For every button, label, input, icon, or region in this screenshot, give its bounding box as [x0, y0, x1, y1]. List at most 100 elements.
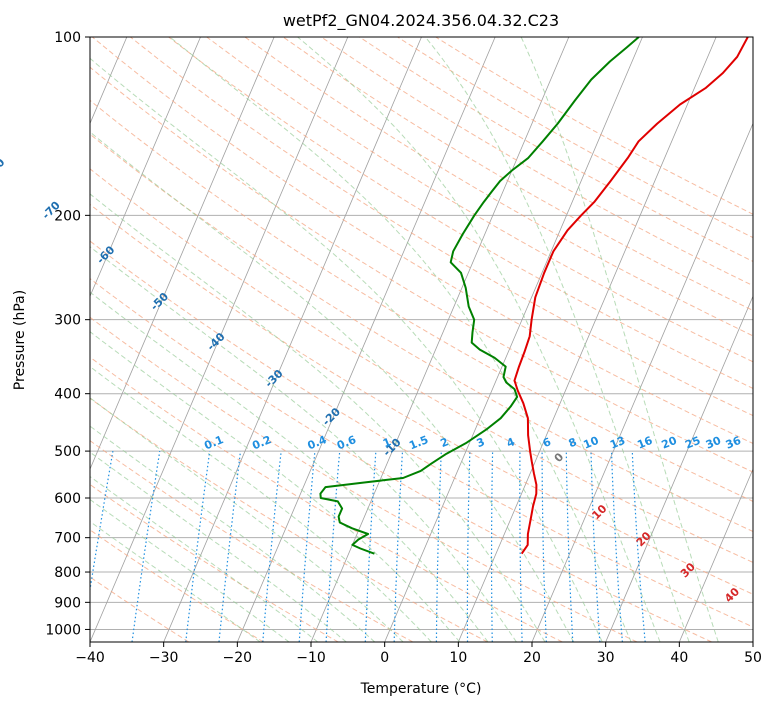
- moist-adiabat-line: [90, 425, 376, 642]
- moist-adiabat-line: [297, 37, 661, 642]
- x-tick-label: 30: [597, 650, 615, 666]
- isotherm-line: [678, 468, 753, 642]
- dry-adiabat-label: 30: [678, 560, 698, 580]
- mixing-ratio-line: [590, 451, 601, 642]
- mixing-ratio-label: 10: [582, 434, 601, 452]
- background-lines: [90, 37, 753, 642]
- moist-adiabat-line: [90, 57, 603, 642]
- dry-adiabat-line: [90, 483, 339, 642]
- dry-adiabat-line: [90, 529, 264, 642]
- mixing-ratio-line: [90, 450, 114, 594]
- x-axis-label: Temperature (°C): [360, 681, 482, 697]
- mixing-ratio-line: [466, 451, 471, 642]
- y-tick-label: 600: [54, 491, 81, 507]
- temperature-profile-line: [513, 37, 749, 555]
- moist-adiabat-line: [90, 131, 575, 642]
- mixing-ratio-label: 36: [724, 434, 743, 452]
- moist-adiabat-line: [424, 37, 690, 642]
- mixing-ratio-label: 0.2: [250, 433, 273, 452]
- moist-adiabat-line: [90, 331, 461, 642]
- mixing-ratio-line: [131, 451, 161, 642]
- mixing-ratio-line: [435, 451, 442, 642]
- isotherm-label: -80: [0, 156, 8, 179]
- x-tick-label: −30: [149, 650, 179, 666]
- y-tick-label: 500: [54, 444, 81, 460]
- dry-adiabat-line: [90, 203, 753, 595]
- dry-adiabat-line: [90, 356, 563, 642]
- dry-adiabat-line: [90, 99, 753, 502]
- dry-adiabat-line: [282, 37, 753, 312]
- mixing-ratio-line: [565, 451, 574, 642]
- isotherm-label: -50: [148, 290, 171, 313]
- x-tick-label: −20: [223, 650, 253, 666]
- mixing-ratio-label: 2: [439, 435, 451, 450]
- dry-adiabat-line: [90, 278, 712, 642]
- isotherm-line: [457, 37, 717, 642]
- mixing-ratio-line: [298, 451, 316, 642]
- dry-adiabat-line: [90, 576, 190, 642]
- x-tick-label: −40: [75, 650, 105, 666]
- moist-adiabat-line: [169, 37, 632, 642]
- mixing-ratio-line: [262, 451, 282, 642]
- mixing-ratio-label: 3: [475, 435, 487, 450]
- isotherm-line: [236, 37, 496, 642]
- mixing-ratio-label: 25: [683, 434, 702, 452]
- x-tick-label: 50: [744, 650, 762, 666]
- x-axis-ticks: −40 −30 −20 −10 0 10 20 30 40 50: [75, 642, 762, 666]
- mixing-ratio-label: 20: [660, 434, 679, 452]
- moist-adiabat-line: [90, 498, 290, 642]
- x-tick-label: −10: [296, 650, 326, 666]
- mixing-ratio-line: [490, 451, 494, 642]
- isotherm-line: [90, 37, 349, 642]
- dewpoint-profile-line: [319, 37, 640, 555]
- isotherm-line: [90, 37, 275, 471]
- mixing-ratio-line: [631, 451, 646, 642]
- mixing-ratio-line: [218, 451, 242, 642]
- moist-adiabat-line: [90, 451, 347, 642]
- moist-adiabat-line: [90, 520, 261, 642]
- isotherm-label: -30: [262, 367, 285, 390]
- x-tick-label: 0: [380, 650, 389, 666]
- dry-adiabat-line: [168, 37, 753, 389]
- mixing-ratio-label: 8: [567, 435, 579, 450]
- y-tick-label: 300: [54, 313, 81, 329]
- isotherm-line: [605, 295, 753, 642]
- isotherm-line: [531, 122, 753, 642]
- dry-adiabat-line: [90, 168, 753, 563]
- x-tick-label: 40: [670, 650, 688, 666]
- y-tick-label: 800: [54, 565, 81, 581]
- dry-adiabat-line: [90, 66, 753, 473]
- y-tick-label: 700: [54, 531, 81, 547]
- dry-adiabat-line: [244, 37, 753, 337]
- plot-frame: [89, 36, 754, 643]
- y-tick-label: 400: [54, 387, 81, 403]
- mixing-ratio-label: 1.5: [407, 433, 430, 452]
- moist-adiabat-line: [90, 291, 489, 642]
- line-labels: -100-90-80-70-60-50-40-30-20-100.10.20.4…: [0, 156, 743, 606]
- moist-adiabat-line: [520, 37, 719, 642]
- dry-adiabat-line: [90, 316, 638, 642]
- mixing-ratio-label: 1: [381, 435, 393, 450]
- y-tick-label: 900: [54, 595, 81, 611]
- mixing-ratio-line: [364, 451, 377, 642]
- dry-adiabat-line: [359, 37, 753, 263]
- moist-adiabat-line: [90, 246, 517, 642]
- y-tick-label: 100: [54, 30, 81, 46]
- isotherm-line: [752, 640, 753, 642]
- isotherm-label: -20: [320, 405, 343, 428]
- y-axis-ticks: 100 200 300 400 500 600 700 800 900 1000: [45, 30, 90, 638]
- moist-adiabat-line: [90, 475, 319, 642]
- mixing-ratio-label: 13: [608, 434, 627, 452]
- dry-adiabat-line: [90, 133, 753, 533]
- mixing-ratio-label: 4: [505, 435, 517, 450]
- y-tick-label: 200: [54, 208, 81, 224]
- mixing-ratio-label: 30: [704, 434, 723, 452]
- dry-adiabat-line: [90, 440, 414, 642]
- y-axis-label: Pressure (hPa): [12, 290, 28, 390]
- profile-lines: [319, 37, 749, 555]
- isotherm-line: [384, 37, 643, 642]
- mixing-ratio-line: [610, 451, 623, 642]
- moist-adiabat-line: [90, 397, 404, 642]
- isotherm-label: -40: [204, 330, 227, 353]
